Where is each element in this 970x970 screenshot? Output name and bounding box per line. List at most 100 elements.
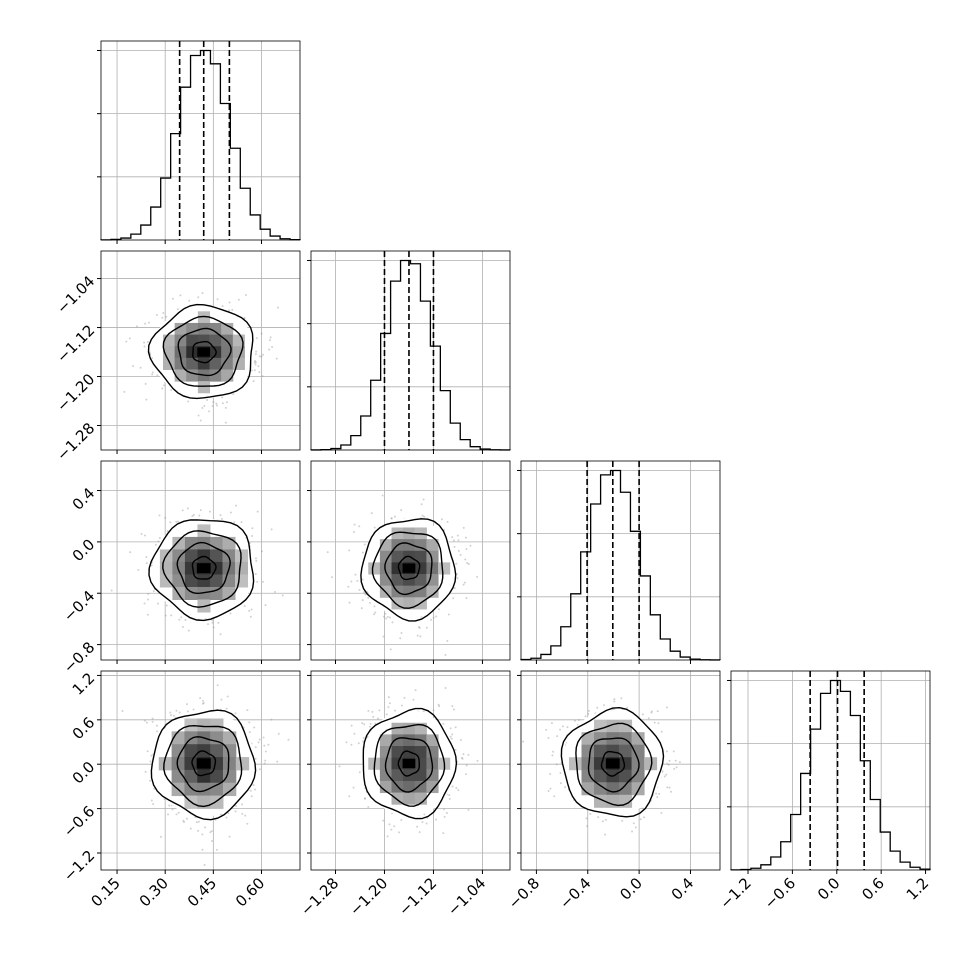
scatter-point xyxy=(366,735,369,738)
density-cell xyxy=(197,769,211,784)
scatter-point xyxy=(423,515,426,518)
scatter-point xyxy=(178,711,181,714)
scatter-point xyxy=(132,364,135,367)
scatter-point xyxy=(219,514,222,517)
scatter-point xyxy=(281,594,284,597)
contour-line xyxy=(176,541,231,595)
scatter-point xyxy=(123,390,126,393)
scatter-point xyxy=(665,750,668,753)
scatter-point xyxy=(350,580,353,583)
y-tick-label: −0.6 xyxy=(60,802,98,840)
density-cell xyxy=(184,718,198,732)
panel-content xyxy=(311,461,510,660)
scatter-point xyxy=(251,527,254,530)
scatter-point xyxy=(257,741,260,744)
density-cell xyxy=(594,732,608,746)
density-cell xyxy=(184,757,198,771)
scatter-point xyxy=(348,601,351,604)
panel-frame xyxy=(310,250,511,451)
scatter-point xyxy=(555,763,558,766)
contour-line xyxy=(397,555,421,581)
scatter-point xyxy=(400,819,403,822)
scatter-point xyxy=(255,350,258,353)
density-cell xyxy=(619,757,633,771)
scatter-point xyxy=(277,732,280,735)
scatter-point xyxy=(384,612,387,615)
density-cell xyxy=(209,586,223,600)
scatter-point xyxy=(373,605,376,608)
density-cell xyxy=(414,562,427,575)
contour-line xyxy=(176,736,230,793)
scatter-point xyxy=(420,503,423,506)
scatter-point xyxy=(143,719,146,722)
contour-line xyxy=(600,750,626,777)
scatter-point xyxy=(254,757,257,760)
scatter-point xyxy=(202,699,205,702)
panel-frame xyxy=(520,460,721,661)
scatter-point xyxy=(601,820,604,823)
scatter-point xyxy=(254,359,257,362)
scatter-point xyxy=(208,510,211,513)
panel-content xyxy=(311,671,510,870)
scatter-point xyxy=(162,311,165,314)
scatter-point xyxy=(455,572,458,575)
scatter-point xyxy=(452,597,455,600)
scatter-point xyxy=(270,528,273,531)
scatter-point xyxy=(363,797,366,800)
scatter-point xyxy=(385,617,388,620)
scatter-point xyxy=(382,819,385,822)
density-cell xyxy=(235,574,249,588)
scatter-point xyxy=(372,715,375,718)
scatter-point xyxy=(187,629,190,632)
scatter-point xyxy=(462,526,465,529)
scatter-point xyxy=(464,558,467,561)
density-cell xyxy=(403,780,416,794)
scatter-point xyxy=(432,709,435,712)
scatter-point xyxy=(253,369,256,372)
scatter-point xyxy=(254,746,257,749)
scatter-point xyxy=(156,730,159,733)
scatter-point xyxy=(165,315,168,318)
density-cell xyxy=(186,346,199,359)
scatter-point xyxy=(139,366,142,369)
scatter-point xyxy=(146,340,149,343)
scatter-point xyxy=(437,703,440,706)
density-cell xyxy=(414,550,427,563)
scatter-point xyxy=(553,795,556,798)
density-cell xyxy=(391,550,404,563)
density-cell xyxy=(184,574,198,588)
scatter-point xyxy=(254,361,257,364)
scatter-point xyxy=(394,709,397,712)
contour-line xyxy=(362,707,458,820)
scatter-point xyxy=(175,520,178,523)
scatter-point xyxy=(225,401,228,404)
scatter-point xyxy=(255,559,258,562)
y-tick-label: −0.8 xyxy=(60,638,98,676)
histogram-steps-3 xyxy=(730,679,931,871)
panel-frame xyxy=(520,670,721,871)
scatter-point xyxy=(140,532,143,535)
scatter-point xyxy=(389,648,392,651)
density-cell xyxy=(186,322,199,336)
scatter-point xyxy=(149,760,152,763)
scatter-point xyxy=(146,750,149,753)
scatter-point xyxy=(461,757,464,760)
scatter-point xyxy=(168,804,171,807)
scatter-point xyxy=(185,703,188,706)
density-cell xyxy=(414,574,427,587)
scatter-point xyxy=(202,701,205,704)
scatter-point xyxy=(393,825,396,828)
density-panel-3-1 xyxy=(307,670,511,874)
density-cell xyxy=(414,585,427,598)
scatter-point xyxy=(226,695,229,698)
scatter-point xyxy=(264,750,267,753)
scatter-point xyxy=(264,759,267,762)
density-cell xyxy=(379,780,393,794)
density-panel-1-0 xyxy=(97,250,301,454)
density-cell xyxy=(197,311,211,324)
scatter-point xyxy=(135,325,138,328)
density-cell xyxy=(174,322,187,336)
scatter-point xyxy=(658,792,661,795)
scatter-point xyxy=(254,353,257,356)
